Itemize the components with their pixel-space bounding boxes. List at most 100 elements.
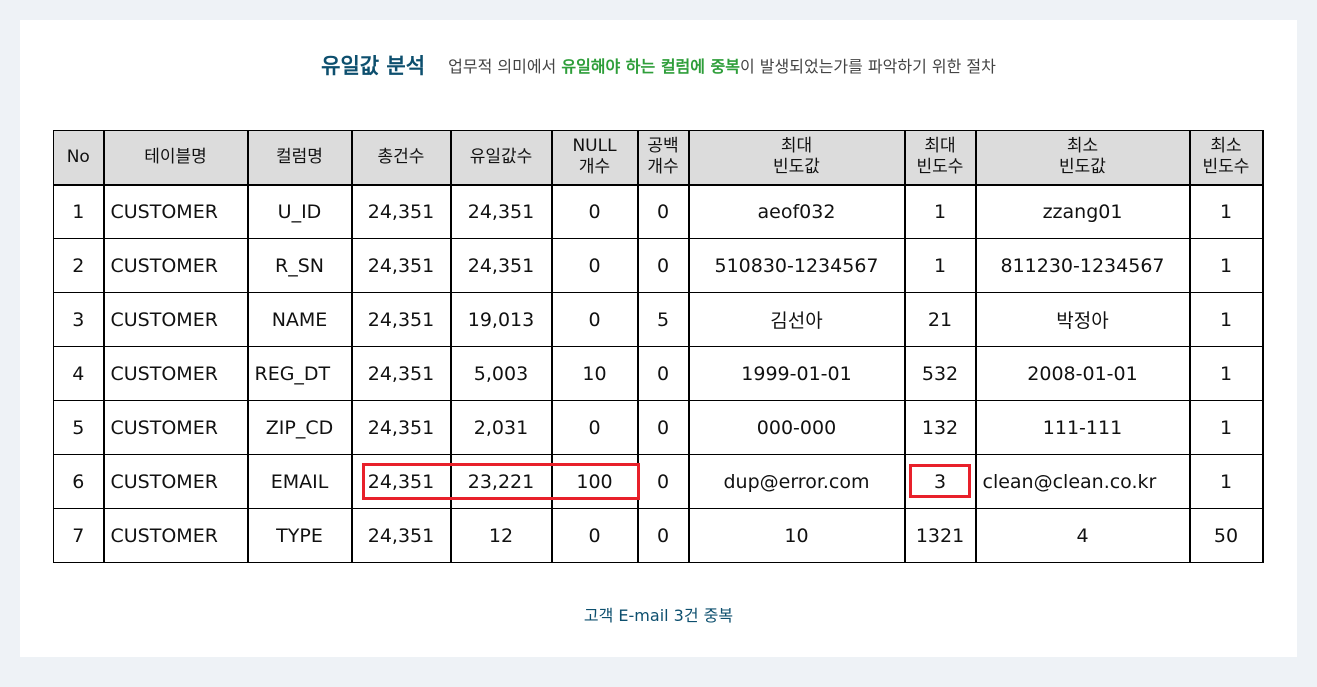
table-cell: CUSTOMER (103, 400, 249, 455)
table-cell: 100 (551, 454, 639, 509)
header-cell: 공백 개수 (637, 130, 690, 186)
header-line-2: 개수 (647, 157, 679, 178)
header-line-2: 빈도수 (1202, 157, 1250, 178)
table-cell: 1321 (904, 508, 977, 563)
table-cell: 5,003 (450, 346, 553, 401)
table-cell: 532 (904, 346, 977, 401)
table-cell: CUSTOMER (103, 292, 249, 347)
section-description: 업무적 의미에서 유일해야 하는 컬럼에 중복이 발생되었는가를 파악하기 위한… (448, 57, 996, 76)
table-cell: 0 (637, 346, 690, 401)
table-cell: 1 (53, 184, 105, 239)
table-cell: 0 (551, 508, 639, 563)
header-cell: NULL 개수 (551, 130, 639, 186)
table-cell: 24,351 (351, 292, 452, 347)
table-cell: 2 (53, 238, 105, 293)
table-cell: CUSTOMER (103, 508, 249, 563)
table-cell: 50 (1189, 508, 1264, 563)
header-line-2: 빈도값 (773, 157, 820, 178)
table-cell: 0 (637, 184, 690, 239)
header-line-2: 빈도값 (1059, 157, 1106, 178)
table-cell: 811230-1234567 (975, 238, 1191, 293)
header-line-2: 빈도수 (916, 157, 964, 178)
table-row: 2 CUSTOMER R_SN 24,351 24,351 0 0 510830-123456… (53, 238, 1264, 293)
table-cell: NAME (247, 292, 353, 347)
table-row: 4 CUSTOMER REG_DT 24,351 5,003 10 0 1999-01-01 5… (53, 346, 1264, 401)
desc-suffix: 이 발생되었는가를 파악하기 위한 절차 (740, 57, 996, 76)
table-cell: 김선아 (688, 292, 906, 347)
table-cell: 3 (53, 292, 105, 347)
header-cell: No (53, 130, 105, 186)
table-cell: 박정아 (975, 292, 1191, 347)
table-cell: 000-000 (688, 400, 906, 455)
table-cell: EMAIL (247, 454, 353, 509)
table-cell: 0 (637, 400, 690, 455)
header-cell: 최소 빈도수 (1189, 130, 1264, 186)
table-row: 3 CUSTOMER NAME 24,351 19,013 0 5 김선아 21 박정아 1 (53, 292, 1264, 347)
table-cell: CUSTOMER (103, 346, 249, 401)
header-line-1: NULL (572, 136, 617, 157)
header-line-1: 컬럼명 (276, 146, 323, 167)
content-card: 유일값 분석 업무적 의미에서 유일해야 하는 컬럼에 중복이 발생되었는가를 … (20, 20, 1297, 657)
header-line-1: 최소 (1210, 136, 1242, 157)
table-row: 5 CUSTOMER ZIP_CD 24,351 2,031 0 0 000-000 132 11… (53, 400, 1264, 455)
header-cell: 테이블명 (103, 130, 249, 186)
table-cell: 5 (53, 400, 105, 455)
table-cell: 132 (904, 400, 977, 455)
table-cell: 1 (904, 184, 977, 239)
table-cell: ZIP_CD (247, 400, 353, 455)
table-cell: 10 (688, 508, 906, 563)
table-cell: 1 (1189, 346, 1264, 401)
table-cell: 23,221 (450, 454, 553, 509)
table-cell: 0 (551, 292, 639, 347)
header-line-1: 총건수 (377, 146, 425, 167)
table-header-row: No 테이블명 컬럼명 총건수 유일값수 NULL 개수 공백 개수 최대 빈도값 최대 빈도수 최소 빈도… (53, 130, 1264, 186)
table-cell: 1999-01-01 (688, 346, 906, 401)
table-cell: 4 (975, 508, 1191, 563)
table-cell: 4 (53, 346, 105, 401)
header-line-1: 최대 (924, 136, 956, 157)
table-cell: 0 (637, 454, 690, 509)
table-cell: CUSTOMER (103, 454, 249, 509)
table-cell: 24,351 (351, 400, 452, 455)
header-line-1: 유일값수 (469, 146, 533, 167)
table-cell: REG_DT (247, 346, 353, 401)
table-cell: 0 (551, 238, 639, 293)
table-cell: 5 (637, 292, 690, 347)
table-caption: 고객 E-mail 3건 중복 (583, 606, 734, 625)
table-cell: U_ID (247, 184, 353, 239)
table-cell: 1 (1189, 292, 1264, 347)
table-cell: TYPE (247, 508, 353, 563)
table-cell: 24,351 (450, 238, 553, 293)
header-line-1: No (66, 146, 90, 167)
table-cell: 510830-1234567 (688, 238, 906, 293)
table-cell: clean@clean.co.kr (975, 454, 1191, 509)
table-cell: 1 (1189, 238, 1264, 293)
desc-prefix: 업무적 의미에서 (448, 57, 562, 76)
table-cell: 0 (551, 400, 639, 455)
table-cell: 2008-01-01 (975, 346, 1191, 401)
table-cell: 24,351 (351, 454, 452, 509)
table-cell: 19,013 (450, 292, 553, 347)
header-cell: 유일값수 (450, 130, 553, 186)
table-row: 6 CUSTOMER EMAIL 24,351 23,221 100 0 dup@error.… (53, 454, 1264, 509)
header-cell: 최대 빈도값 (688, 130, 906, 186)
section-heading: 유일값 분석 업무적 의미에서 유일해야 하는 컬럼에 중복이 발생되었는가를 … (20, 50, 1297, 80)
table-cell: dup@error.com (688, 454, 906, 509)
header-cell: 최대 빈도수 (904, 130, 977, 186)
table-cell: 111-111 (975, 400, 1191, 455)
table-cell: CUSTOMER (103, 238, 249, 293)
header-line-1: 테이블명 (144, 146, 207, 167)
desc-highlight: 유일해야 하는 컬럼에 중복 (561, 57, 740, 76)
table-cell: 21 (904, 292, 977, 347)
table-cell: 1 (1189, 400, 1264, 455)
header-cell: 총건수 (351, 130, 452, 186)
table-cell: 0 (637, 238, 690, 293)
table-cell: 0 (637, 508, 690, 563)
unique-value-table: No 테이블명 컬럼명 총건수 유일값수 NULL 개수 공백 개수 최대 빈도값 최대 빈도수 최소 빈도… (53, 130, 1264, 563)
table-cell: 6 (53, 454, 105, 509)
table-cell: 24,351 (450, 184, 553, 239)
table-cell: 12 (450, 508, 553, 563)
table-row: 1 CUSTOMER U_ID 24,351 24,351 0 0 aeof032 1 zzang… (53, 184, 1264, 239)
header-line-1: 공백 (647, 136, 679, 157)
table-cell: 24,351 (351, 184, 452, 239)
